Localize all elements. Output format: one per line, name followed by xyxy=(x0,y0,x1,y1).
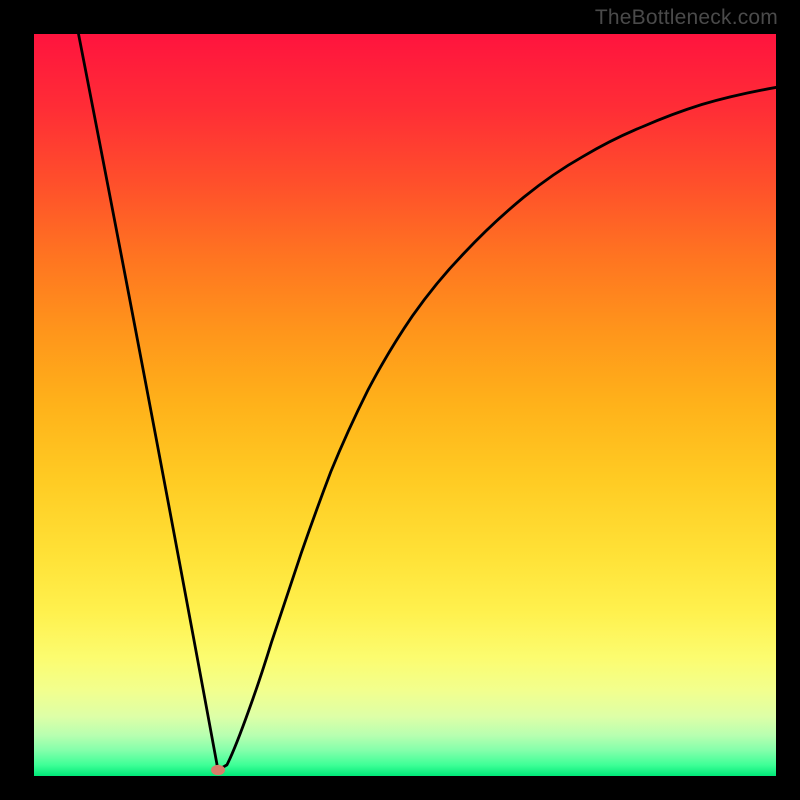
chart-container: TheBottleneck.com xyxy=(0,0,800,800)
curve-path xyxy=(79,34,776,770)
minimum-marker xyxy=(211,765,225,775)
bottleneck-curve xyxy=(34,34,776,776)
plot-area xyxy=(34,34,776,776)
watermark-text: TheBottleneck.com xyxy=(595,6,778,30)
